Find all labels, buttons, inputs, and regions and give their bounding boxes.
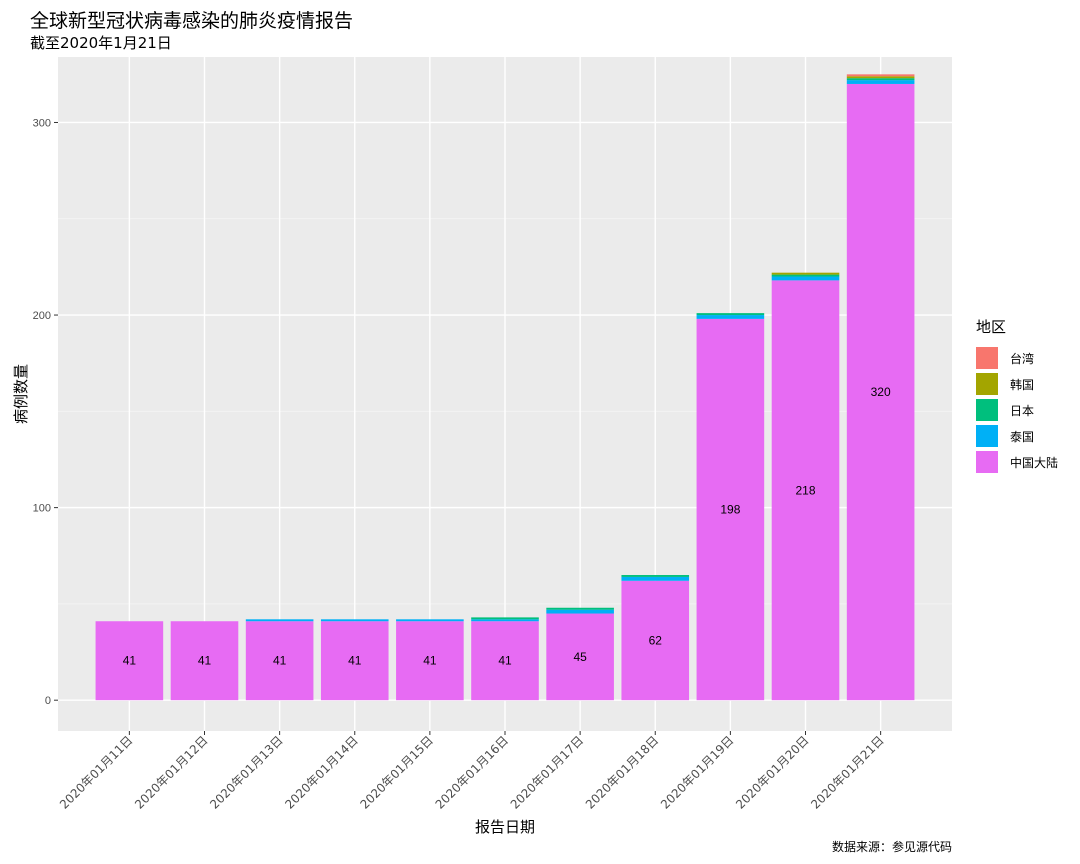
x-tick-label: 2020年01月17日 [508,733,587,812]
legend-label: 日本 [1010,403,1035,418]
bar-segment [621,580,690,701]
legend-label: 泰国 [1010,429,1035,444]
legend-item-japan: 日本 [976,397,1058,423]
bar-segment [95,621,164,701]
bar-segment [846,80,915,84]
legend-swatch [976,347,998,369]
x-axis-title: 报告日期 [475,818,535,836]
y-tick-label: 100 [33,503,51,515]
x-tick-label: 2020年01月13日 [207,733,286,812]
legend-label: 中国大陆 [1010,455,1059,470]
bar-segment [621,576,690,581]
legend-item-mainland-china: 中国大陆 [976,449,1058,475]
data-label: 41 [498,654,512,668]
data-label: 320 [871,385,891,399]
bar-segment [846,76,915,79]
bar-segment [846,74,915,77]
data-label: 41 [273,654,287,668]
bar-segment [320,621,389,701]
bar-segment [846,83,915,701]
bar-segment [471,619,539,622]
legend-title: 地区 [976,318,1007,336]
bar-segment [471,617,539,620]
x-tick-label: 2020年01月16日 [433,733,512,812]
x-tick-label: 2020年01月15日 [357,733,436,812]
bar-segment [771,276,840,281]
bar-segment [696,313,765,316]
data-label: 41 [423,654,437,668]
data-label: 45 [573,650,587,664]
legend-label: 韩国 [1010,377,1035,392]
x-tick-label: 2020年01月20日 [733,733,812,812]
bar-segment [245,619,314,622]
x-tick-label: 2020年01月18日 [583,733,662,812]
bar-segment [546,607,614,610]
y-tick-label: 300 [33,117,51,129]
bar-segment [771,272,840,275]
bar-segment [771,274,840,277]
bar-segment [245,621,314,701]
bar-segment [546,609,614,614]
bar-segment [170,621,239,701]
x-tick-label: 2020年01月14日 [282,733,361,812]
chart-subtitle: 截至2020年1月21日 [30,34,172,52]
bar-segment [621,575,690,577]
x-tick-label: 2020年01月19日 [658,733,737,812]
bar-segment [846,78,915,81]
legend-item-taiwan: 台湾 [976,345,1058,371]
data-label: 41 [123,654,137,668]
x-tick-label: 2020年01月12日 [132,733,211,812]
data-source-caption: 数据来源：参见源代码 [831,840,952,854]
bar-segment [320,619,389,622]
data-label: 41 [348,654,362,668]
bar-segment [396,621,464,701]
x-tick-label: 2020年01月11日 [57,733,136,812]
y-axis-title: 病例数量 [12,364,30,424]
legend-item-thailand: 泰国 [976,423,1058,449]
legend-swatch [976,425,998,447]
data-label: 198 [720,503,740,517]
chart-title: 全球新型冠状病毒感染的肺炎疫情报告 [30,10,354,32]
bar-segment [771,280,840,701]
y-tick-label: 200 [33,310,51,322]
legend: 地区 台湾 韩国 日本 泰国 中国大陆 [976,316,1058,475]
legend-label: 台湾 [1010,351,1035,366]
data-label: 218 [795,483,815,497]
bar-segment [471,621,539,701]
data-label: 41 [198,654,212,668]
bar-segment [696,315,765,319]
bar-segment [396,619,464,622]
data-label: 62 [649,633,663,647]
y-tick-label: 0 [45,695,51,707]
legend-item-korea: 韩国 [976,371,1058,397]
legend-swatch [976,451,998,473]
bar-segment [696,318,765,701]
legend-swatch [976,399,998,421]
legend-swatch [976,373,998,395]
bar-segment [546,613,614,701]
x-tick-label: 2020年01月21日 [808,733,887,812]
